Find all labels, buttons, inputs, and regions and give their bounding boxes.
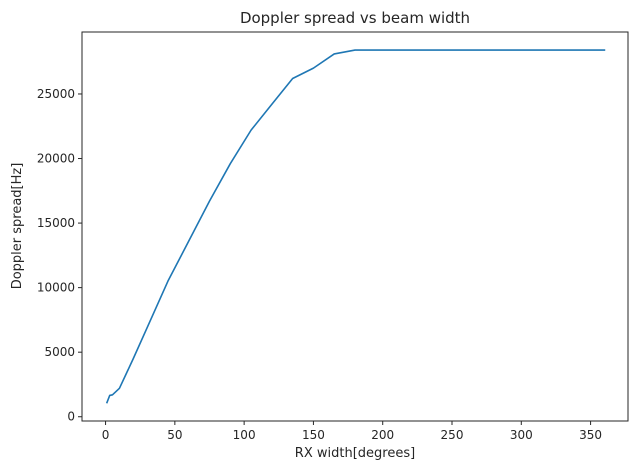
y-tick-label: 0 — [67, 410, 75, 424]
y-axis-label: Doppler spread[Hz] — [10, 163, 25, 290]
x-tick-label: 150 — [302, 428, 325, 442]
x-axis-label: RX width[degrees] — [295, 446, 415, 461]
x-tick-label: 200 — [371, 428, 394, 442]
series-line-0 — [105, 49, 606, 404]
x-tick-label: 300 — [510, 428, 533, 442]
x-tick-label: 100 — [233, 428, 256, 442]
y-tick-label: 5000 — [44, 345, 75, 359]
y-tick-label: 20000 — [37, 152, 75, 166]
y-ticks: 0 5000 10000 15000 20000 25000 — [37, 87, 82, 424]
x-tick-label: 0 — [102, 428, 110, 442]
x-tick-label: 350 — [579, 428, 602, 442]
y-tick-label: 10000 — [37, 281, 75, 295]
axes-frame — [81, 31, 629, 422]
x-ticks: 0 50 100 150 200 250 300 350 — [102, 421, 602, 442]
y-tick-label: 15000 — [37, 216, 75, 230]
series-layer — [105, 49, 606, 404]
x-tick-label: 250 — [441, 428, 464, 442]
plot-area — [82, 32, 628, 421]
x-tick-label: 50 — [167, 428, 182, 442]
chart-title: Doppler spread vs beam width — [240, 9, 470, 27]
y-tick-label: 25000 — [37, 87, 75, 101]
